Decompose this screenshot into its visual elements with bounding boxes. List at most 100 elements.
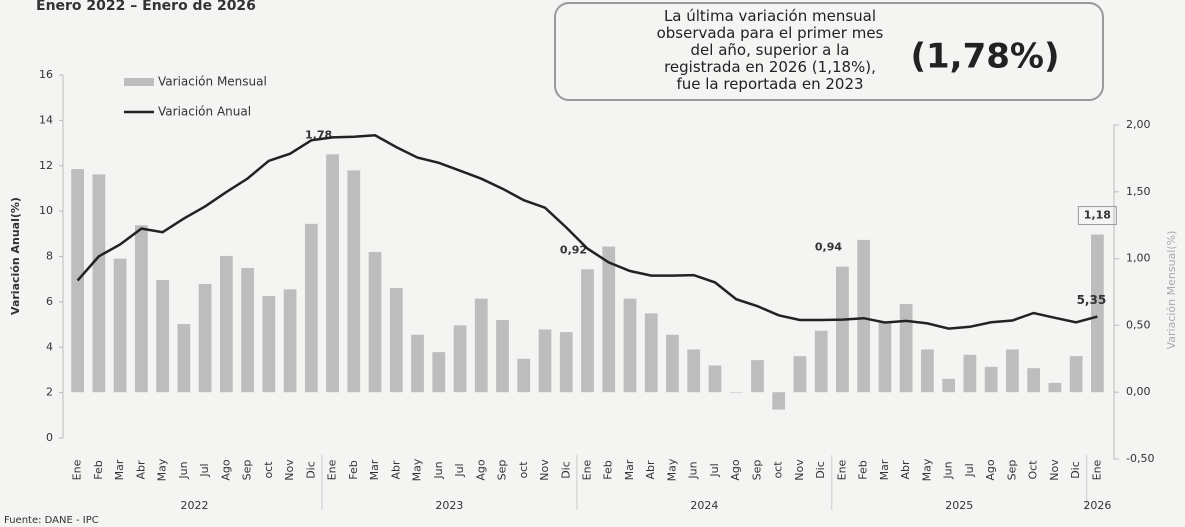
- bar: [729, 392, 743, 393]
- bar: [326, 154, 339, 393]
- annotation-highlight: (1,78%): [910, 37, 1059, 77]
- bar-value-label: 0,94: [815, 241, 842, 254]
- x-tick-label: Feb: [347, 460, 360, 479]
- label-box: [1077, 206, 1117, 226]
- x-tick-label: May: [156, 458, 169, 481]
- x-tick-label: Jun: [432, 461, 445, 479]
- x-tick-label: Feb: [92, 460, 105, 479]
- bar: [241, 267, 254, 393]
- x-tick-label: Ene: [326, 459, 339, 480]
- bar: [283, 289, 297, 393]
- bar: [708, 365, 722, 393]
- line-value-label: 5,35: [1077, 293, 1107, 307]
- bar: [1006, 349, 1019, 393]
- year-label: 2024: [690, 499, 718, 512]
- x-tick-label: Jul: [708, 463, 721, 477]
- bar: [368, 251, 382, 393]
- bar: [411, 334, 424, 393]
- bar: [602, 246, 616, 393]
- x-tick-label: Mar: [878, 459, 891, 480]
- y2-axis-label: Variación Mensual(%): [1165, 231, 1178, 350]
- source: Fuente: DANE - IPC: [4, 515, 99, 526]
- y-tick-label: 16: [39, 68, 53, 81]
- x-tick-label: May: [920, 458, 933, 481]
- y2-tick-label: 0,00: [1126, 385, 1151, 398]
- legend-label: Variación Mensual: [158, 75, 267, 89]
- x-tick-label: Mar: [368, 459, 381, 480]
- x-tick-label: oct: [262, 461, 275, 479]
- y-tick-label: 0: [46, 431, 53, 444]
- y-axis-label: Variación Anual(%): [9, 197, 22, 315]
- y2-tick-label: 1,00: [1126, 252, 1151, 265]
- x-tick-label: Jun: [177, 461, 190, 479]
- chart-title: Enero 2022 – Enero de 2026: [36, 0, 256, 14]
- x-tick-label: Jun: [687, 461, 700, 479]
- bar-value-label: 1,18: [1084, 209, 1111, 222]
- bar: [474, 298, 488, 393]
- x-tick-label: Ago: [729, 459, 742, 481]
- year-label: 2023: [435, 499, 463, 512]
- x-tick-label: Ago: [474, 459, 487, 481]
- x-tick-label: Dic: [304, 461, 317, 479]
- x-tick-label: Feb: [857, 460, 870, 479]
- x-tick-label: Abr: [899, 460, 912, 480]
- x-tick-label: Jul: [453, 463, 466, 477]
- bar: [687, 349, 701, 393]
- x-tick-label: Ene: [1090, 459, 1103, 480]
- bar: [836, 266, 849, 393]
- bar-value-label: 0,92: [560, 243, 587, 256]
- bar: [984, 366, 998, 393]
- y-tick-label: 4: [46, 340, 53, 353]
- x-tick-label: Dic: [1069, 461, 1082, 479]
- year-label: 2025: [945, 499, 973, 512]
- bar: [644, 313, 658, 393]
- x-tick-label: Jul: [963, 463, 976, 477]
- y2-tick-label: 1,50: [1126, 185, 1151, 198]
- year-label: 2022: [180, 499, 208, 512]
- bar: [814, 330, 828, 393]
- bar: [92, 174, 106, 393]
- x-tick-label: May: [665, 458, 678, 481]
- year-label: 2026: [1083, 499, 1111, 512]
- bar: [304, 223, 318, 393]
- y-tick-label: 6: [46, 295, 53, 308]
- bar: [559, 332, 573, 393]
- x-tick-label: Ago: [984, 459, 997, 481]
- bar: [666, 334, 679, 393]
- bar: [262, 296, 276, 393]
- bar: [793, 356, 807, 393]
- bar: [71, 169, 84, 393]
- x-tick-label: Jul: [198, 463, 211, 477]
- legend-label: Variación Anual: [158, 105, 251, 119]
- y2-tick-label: -0,50: [1126, 452, 1154, 465]
- bar: [389, 287, 403, 393]
- x-tick-label: Dic: [559, 461, 572, 479]
- x-tick-label: Nov: [283, 459, 296, 481]
- bar: [581, 269, 594, 393]
- x-tick-label: oct: [517, 461, 530, 479]
- x-tick-label: Sep: [1005, 460, 1018, 481]
- x-tick-label: Abr: [389, 460, 402, 480]
- x-tick-label: Ene: [835, 459, 848, 480]
- bar: [538, 329, 552, 393]
- bar: [1048, 382, 1062, 393]
- x-tick-label: Mar: [113, 459, 126, 480]
- y-tick-label: 8: [46, 250, 53, 263]
- x-tick-label: oct: [772, 461, 785, 479]
- bar: [1027, 368, 1041, 393]
- bar: [156, 279, 169, 393]
- bar: [1091, 234, 1104, 393]
- x-tick-label: Abr: [134, 460, 147, 480]
- bar: [751, 360, 764, 393]
- line: [76, 134, 1098, 330]
- bar: [963, 354, 977, 393]
- bar: [623, 298, 637, 393]
- x-tick-label: Mar: [623, 459, 636, 480]
- x-tick-label: Feb: [602, 460, 615, 479]
- y-tick-label: 12: [39, 159, 53, 172]
- bar: [113, 258, 127, 393]
- bar: [134, 225, 148, 393]
- x-tick-label: Ene: [581, 459, 594, 480]
- bar: [177, 324, 191, 393]
